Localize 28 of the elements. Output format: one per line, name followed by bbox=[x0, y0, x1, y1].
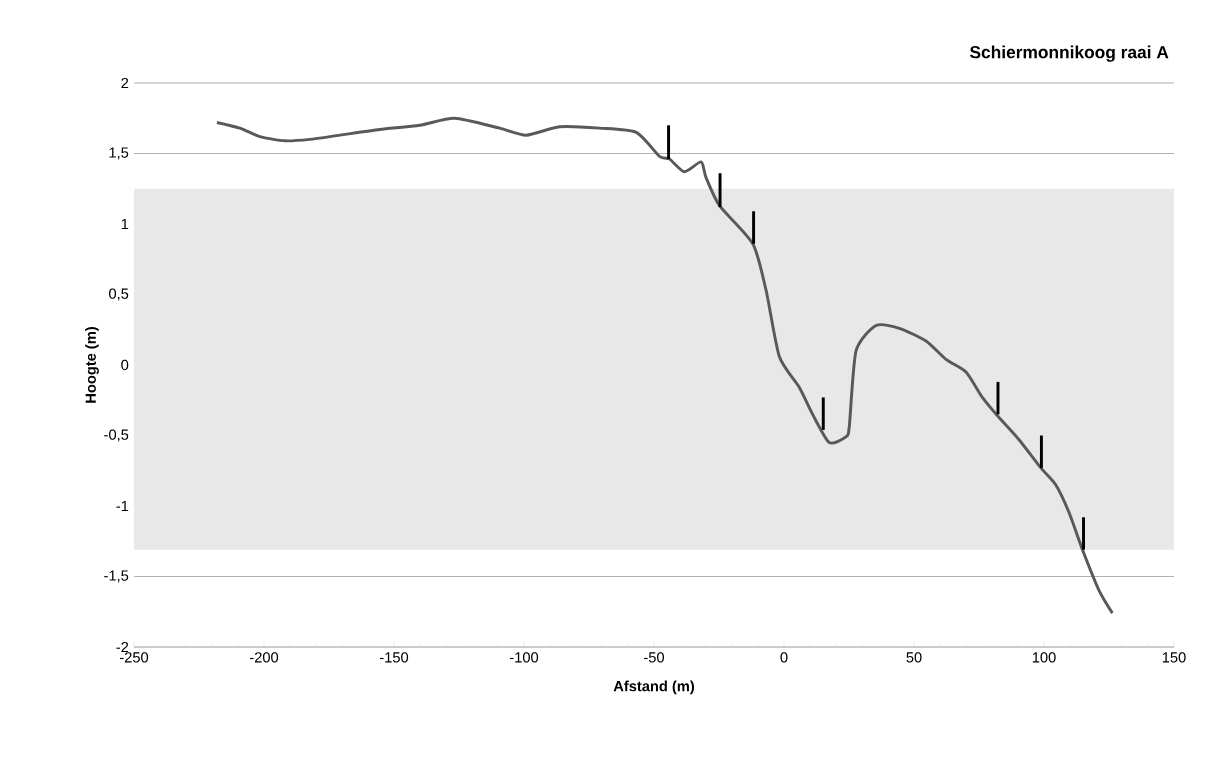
y-tick-label: 0,5 bbox=[109, 288, 129, 301]
y-tick-label: 2 bbox=[121, 77, 129, 89]
y-tick-label: 0 bbox=[121, 359, 129, 371]
y-tick-label: 1 bbox=[121, 218, 129, 230]
y-tick-label: -0,5 bbox=[104, 429, 129, 442]
line-series bbox=[215, 116, 1114, 615]
x-tick-label: -250 bbox=[119, 652, 149, 663]
bar bbox=[1039, 435, 1043, 468]
x-tick-label: 0 bbox=[780, 652, 788, 663]
bar bbox=[667, 125, 671, 160]
x-tick-label: -200 bbox=[249, 652, 279, 663]
bar bbox=[1082, 517, 1085, 550]
chart-title: Schiermonnikoog raai A bbox=[969, 45, 1169, 62]
bar bbox=[821, 397, 825, 430]
y-tick-label: -1,5 bbox=[104, 570, 129, 583]
x-axis-title: Afstand (m) bbox=[613, 680, 695, 695]
y-tick-label: 1,5 bbox=[109, 147, 129, 160]
y-axis-title: Hoogte (m) bbox=[85, 327, 99, 403]
bar bbox=[718, 173, 722, 208]
x-tick-label: 100 bbox=[1032, 652, 1056, 663]
bar bbox=[752, 211, 756, 244]
x-tick-label: -150 bbox=[379, 652, 409, 663]
x-tick-label: 50 bbox=[906, 652, 922, 663]
x-tick-label: -50 bbox=[644, 652, 665, 663]
y-tick-label: -1 bbox=[116, 500, 129, 512]
x-tick-label: 150 bbox=[1162, 652, 1186, 663]
y-tick-label: -2 bbox=[116, 641, 129, 653]
x-tick-label: -100 bbox=[509, 652, 539, 663]
